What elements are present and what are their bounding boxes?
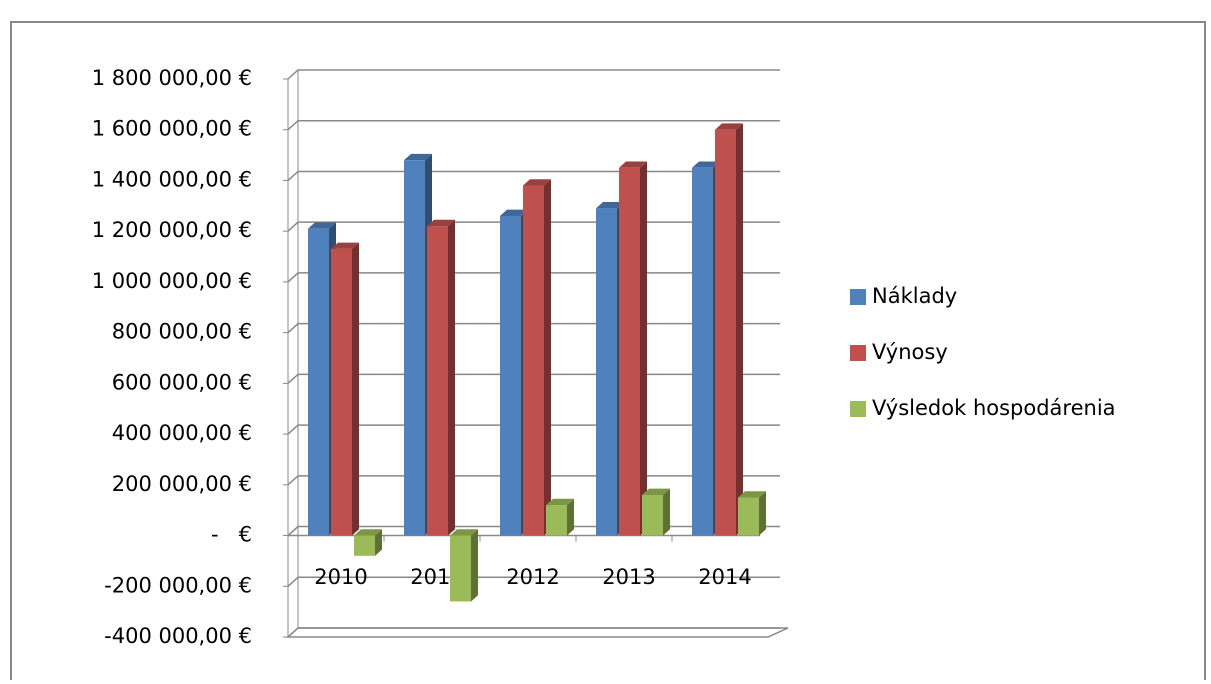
bar-side <box>544 179 551 536</box>
y-tick-label: 1 400 000,00 € <box>92 167 252 191</box>
bar-top <box>523 179 551 186</box>
y-tick-label: 1 800 000,00 € <box>92 66 252 90</box>
bar-top <box>450 529 478 536</box>
y-tick-label: - € <box>211 523 252 547</box>
legend-swatch <box>850 401 866 417</box>
bar <box>596 208 617 536</box>
bar-top <box>692 161 720 168</box>
bar-top <box>500 209 528 216</box>
bar-top <box>308 222 336 229</box>
legend-label: Výnosy <box>872 340 948 364</box>
legend-label: Výsledok hospodárenia <box>872 396 1116 420</box>
legend-swatch <box>850 345 866 361</box>
floor <box>286 627 789 638</box>
y-tick-label: 1 200 000,00 € <box>92 218 252 242</box>
bar-top <box>331 242 359 249</box>
bar-side <box>375 529 382 556</box>
bar-side <box>640 161 647 536</box>
bar <box>715 129 736 536</box>
bar-top <box>427 219 455 227</box>
bar <box>427 226 448 536</box>
bar-side <box>663 488 670 536</box>
y-tick-label: -200 000,00 € <box>104 573 252 597</box>
y-tick-label: 600 000,00 € <box>112 370 252 394</box>
bar <box>450 535 471 602</box>
bar-top <box>715 123 743 130</box>
bar <box>546 505 567 536</box>
legend-swatch <box>850 289 866 305</box>
bar-top <box>354 529 382 536</box>
bar-top <box>596 202 624 209</box>
bar-top <box>404 153 432 161</box>
legend-label: Náklady <box>872 284 957 308</box>
bar <box>308 228 329 536</box>
chart-frame <box>10 21 1206 684</box>
bar-side <box>759 491 766 536</box>
bar <box>354 535 375 556</box>
bar <box>692 167 713 536</box>
x-tick-label: 2013 <box>602 565 655 589</box>
x-tick-label: 2010 <box>314 565 367 589</box>
y-tick-label: 1 000 000,00 € <box>92 269 252 293</box>
x-tick-label: 2012 <box>506 565 559 589</box>
bar <box>500 215 521 536</box>
bar <box>738 497 759 536</box>
grid-line <box>287 119 780 131</box>
x-tick-label: 2014 <box>698 565 751 589</box>
grid-line <box>287 69 780 80</box>
y-tick-label: 200 000,00 € <box>112 472 252 496</box>
bar-side <box>471 529 478 602</box>
bar <box>619 167 640 536</box>
bar-top <box>546 498 574 506</box>
bar-side <box>567 498 574 536</box>
bar-side <box>352 242 359 536</box>
y-tick-label: 400 000,00 € <box>112 421 252 445</box>
bar-top <box>738 491 766 498</box>
bar-top <box>619 161 647 168</box>
bar <box>404 160 425 536</box>
y-tick-label: -400 000,00 € <box>104 624 252 648</box>
bar <box>331 248 352 536</box>
bar <box>642 494 663 536</box>
y-tick-label: 800 000,00 € <box>112 320 252 344</box>
bar <box>523 185 544 536</box>
y-tick-label: 1 600 000,00 € <box>92 117 252 141</box>
grid-line <box>287 576 780 587</box>
bar-side <box>448 219 455 536</box>
bar-side <box>736 123 743 536</box>
grid-line <box>287 627 780 638</box>
bar-top <box>642 488 670 495</box>
